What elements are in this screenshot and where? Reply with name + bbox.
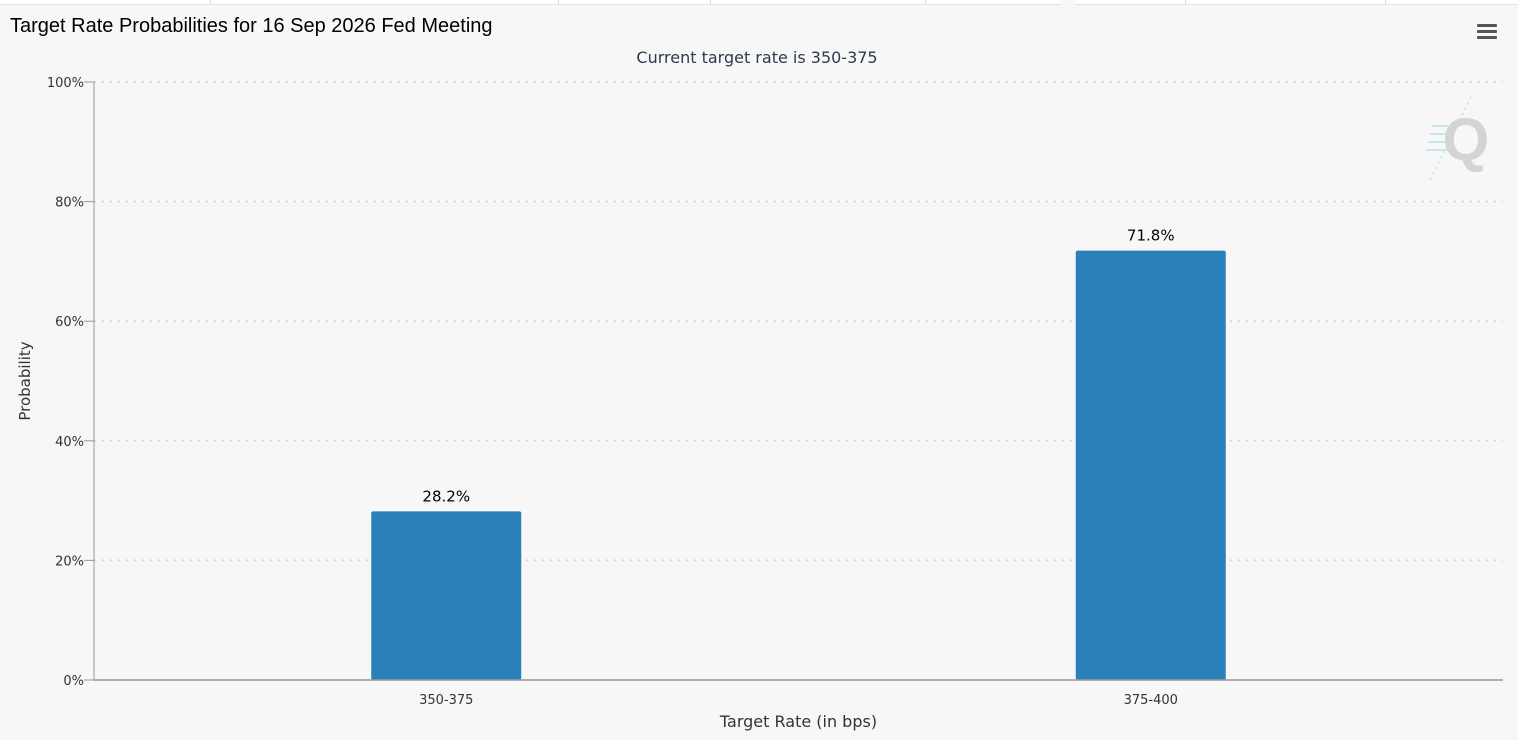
top-divider [558,0,560,4]
chart-title: Target Rate Probabilities for 16 Sep 202… [10,15,493,37]
y-tick-label: 100% [47,76,84,91]
bar [371,511,522,680]
top-divider [1185,0,1187,4]
y-axis-ticks: 0% 20% 40% 60% 80% 100% [47,76,94,689]
top-divider [710,0,712,4]
y-tick-label: 0% [63,674,84,689]
q-logo-watermark-icon: Q [1426,94,1490,181]
hamburger-menu-icon[interactable] [1472,18,1502,46]
data-label: 28.2% [422,487,470,505]
y-tick-label: 40% [55,435,84,450]
top-divider [925,0,927,4]
data-label: 71.8% [1127,227,1175,245]
grid-lines [94,81,1503,562]
bar [1075,250,1226,681]
menu-line [1477,36,1497,39]
top-divider [1385,0,1387,4]
x-axis-label: Target Rate (in bps) [719,712,877,731]
y-tick-label: 20% [55,554,84,569]
menu-line [1477,30,1497,33]
top-gap [1061,0,1075,5]
x-tick-label: 350-375 [419,693,473,708]
x-axis-ticks: 350-375 375-400 [419,693,1178,708]
top-divider [210,0,212,4]
menu-line [1477,24,1497,27]
top-strip [0,0,1518,5]
y-axis-label: Probability [16,341,34,420]
bar-series: 28.2% 71.8% [371,227,1226,681]
watermark-letter: Q [1443,106,1490,173]
x-tick-label: 375-400 [1124,693,1178,708]
chart-subtitle: Current target rate is 350-375 [636,48,877,67]
y-tick-label: 60% [55,315,84,330]
y-tick-label: 80% [55,196,84,211]
